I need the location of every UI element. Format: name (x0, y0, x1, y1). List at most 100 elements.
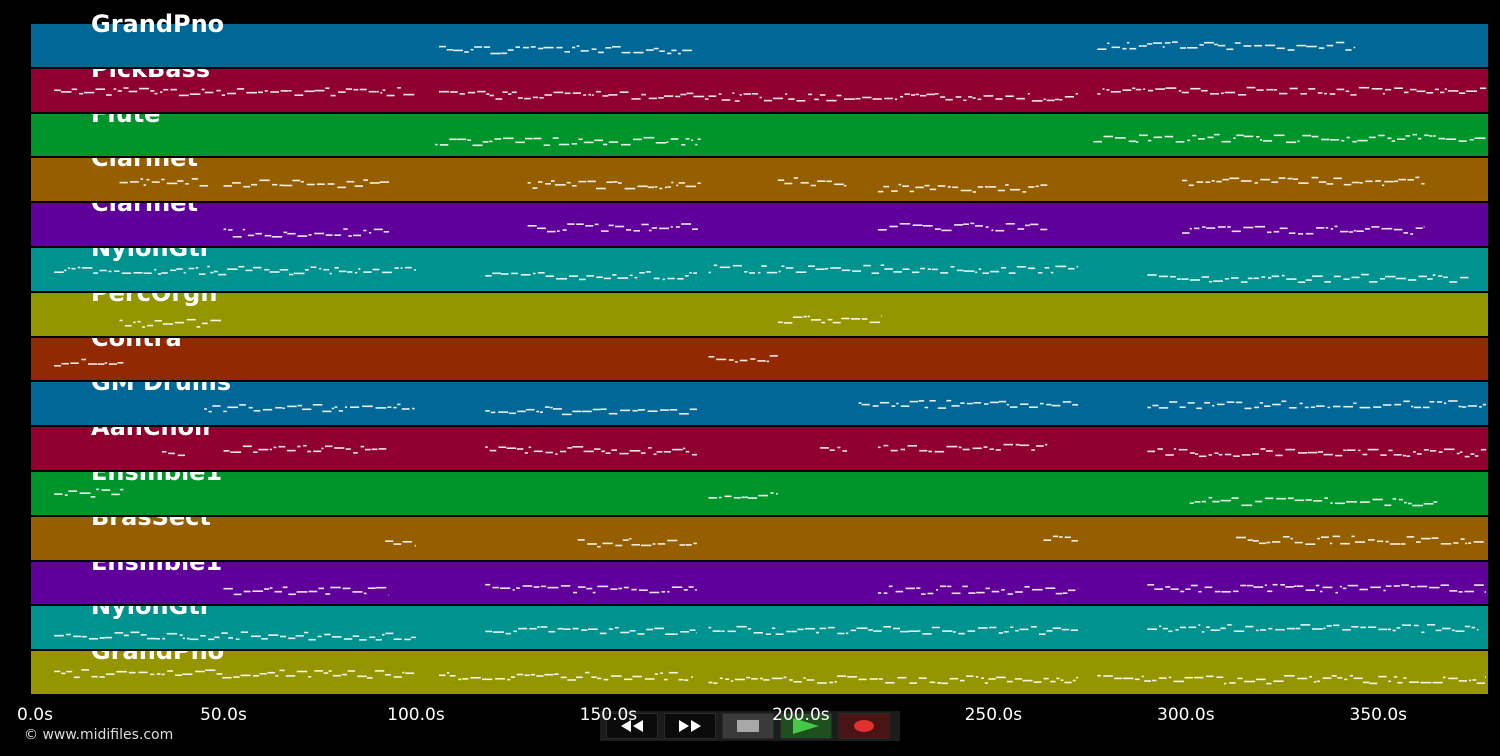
midi-note (1122, 89, 1132, 91)
midi-note (721, 630, 725, 633)
track-lane[interactable]: Clarinet (31, 191, 1488, 248)
midi-note (776, 493, 778, 495)
midi-note (785, 93, 788, 95)
midi-note (968, 95, 973, 98)
midi-note (338, 91, 346, 93)
record-button[interactable] (838, 713, 890, 739)
midi-note (1266, 88, 1274, 91)
rewind-button[interactable] (606, 713, 658, 739)
midi-note (253, 266, 262, 269)
track-lane[interactable]: GrandPno (31, 639, 1488, 696)
midi-note (596, 188, 606, 190)
midi-note (620, 632, 630, 634)
track-lane[interactable]: Ensmble1 (31, 460, 1488, 517)
midi-note (264, 235, 272, 237)
midi-note (1252, 539, 1259, 542)
midi-note (863, 264, 871, 267)
midi-note (966, 675, 974, 678)
track-lane[interactable]: NylonGtr (31, 236, 1488, 293)
midi-note (1227, 624, 1232, 627)
midi-note (251, 635, 261, 638)
midi-note (637, 409, 645, 412)
track-lane[interactable]: Clarinet (31, 146, 1488, 204)
midi-note (354, 271, 358, 274)
piano-roll[interactable]: GrandPno PickBass Flute Clarinet Clarinet Nyl… (31, 12, 1488, 696)
midi-note (1410, 88, 1417, 91)
midi-note (708, 271, 711, 274)
midi-note (590, 628, 598, 631)
track-lane[interactable]: Ensmble1 (31, 550, 1488, 607)
midi-note (900, 95, 904, 98)
midi-note (927, 268, 931, 270)
midi-note (178, 94, 189, 96)
midi-note (647, 186, 654, 189)
midi-note (394, 267, 399, 269)
track-lane[interactable]: BrasSect (31, 505, 1488, 562)
midi-note (200, 635, 206, 637)
midi-note (771, 677, 783, 680)
midi-note (1204, 586, 1213, 588)
stop-button[interactable] (722, 713, 774, 739)
midi-note (1016, 97, 1025, 100)
midi-note (54, 670, 61, 673)
midi-note (1162, 46, 1165, 48)
midi-note (1453, 541, 1459, 544)
midi-note (663, 451, 671, 453)
midi-note (795, 271, 807, 273)
midi-note (1240, 281, 1248, 283)
midi-note (873, 630, 882, 633)
midi-note (562, 229, 567, 232)
midi-note (1396, 137, 1406, 140)
midi-note (268, 634, 279, 637)
midi-note (1173, 448, 1177, 450)
track-lane[interactable]: PickBass (31, 57, 1488, 114)
midi-note (1286, 628, 1296, 630)
midi-note (456, 138, 467, 140)
midi-note (1268, 277, 1272, 279)
fast-forward-icon (679, 720, 701, 732)
midi-note (1455, 630, 1465, 633)
track-lane[interactable]: Flute (31, 102, 1488, 159)
track-lane[interactable]: Contra (31, 326, 1488, 383)
midi-note (61, 362, 69, 365)
midi-note (1164, 135, 1174, 137)
midi-note (310, 266, 317, 268)
midi-note (1184, 677, 1193, 679)
midi-note (678, 182, 686, 185)
midi-note (856, 627, 868, 630)
midi-note (858, 402, 862, 405)
midi-note (1221, 590, 1231, 593)
midi-note (1329, 542, 1333, 544)
play-button[interactable] (780, 713, 832, 739)
midi-note (1240, 584, 1247, 586)
midi-note (963, 99, 967, 101)
midi-note (1055, 592, 1063, 594)
note-layer (204, 400, 1486, 416)
midi-note (1307, 451, 1318, 454)
note-layer (223, 583, 1486, 596)
midi-note (1412, 504, 1423, 507)
midi-note (186, 318, 196, 321)
midi-note (393, 543, 402, 545)
track-lane[interactable]: GrandPno (31, 12, 1488, 69)
track-lane[interactable]: AahChoir (31, 415, 1488, 472)
midi-note (941, 229, 952, 232)
midi-note (1349, 675, 1353, 677)
midi-note (978, 268, 982, 270)
midi-note (485, 275, 492, 277)
midi-note (907, 445, 917, 447)
fast-forward-button[interactable] (664, 713, 716, 739)
track-lane[interactable]: PercOrgn (31, 281, 1488, 338)
track-lane[interactable]: GM Drums (31, 370, 1488, 428)
midi-note (1448, 400, 1458, 403)
midi-note (338, 410, 343, 413)
midi-note (1334, 225, 1338, 228)
midi-note (1268, 628, 1273, 630)
track-lane[interactable]: NylonGtr (31, 594, 1488, 652)
midi-note (137, 320, 141, 323)
midi-note (618, 182, 622, 185)
midi-note (869, 678, 878, 680)
midi-note (1413, 406, 1422, 409)
midi-note (1233, 590, 1239, 592)
midi-note (641, 93, 646, 96)
